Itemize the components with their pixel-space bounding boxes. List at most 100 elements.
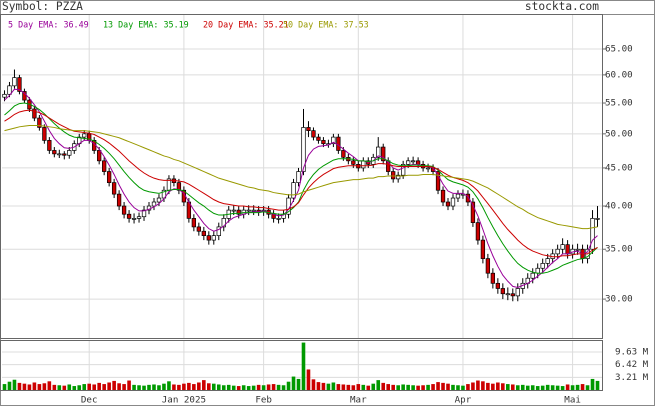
y-tick-label: 65.00 bbox=[605, 43, 633, 54]
volume-bar bbox=[241, 385, 246, 390]
volume-bar bbox=[590, 378, 595, 390]
volume-bar bbox=[506, 384, 510, 390]
volume-bar bbox=[346, 384, 351, 390]
volume-bar bbox=[216, 384, 221, 390]
candle-body bbox=[445, 201, 451, 207]
candle-body bbox=[191, 218, 197, 228]
candle-body bbox=[42, 127, 47, 141]
candle-body bbox=[505, 293, 510, 296]
candle-body bbox=[376, 146, 381, 158]
y-tick-label: 35.00 bbox=[605, 244, 633, 255]
volume-tick-label: 3.21 M bbox=[615, 372, 649, 383]
candle-body bbox=[485, 258, 491, 274]
volume-bar bbox=[276, 384, 281, 390]
candle-body bbox=[440, 189, 446, 203]
candle-body bbox=[32, 108, 37, 119]
volume-bar bbox=[466, 384, 470, 390]
candle-body bbox=[211, 235, 216, 241]
y-tick-label: 45.00 bbox=[605, 162, 633, 173]
candle-body bbox=[121, 205, 127, 215]
volume-bar bbox=[256, 384, 261, 390]
candle-body bbox=[351, 160, 356, 165]
candle-body bbox=[276, 218, 281, 220]
volume-bar bbox=[540, 385, 545, 390]
candle-body bbox=[361, 160, 366, 169]
x-tick-label: Jan 2025 bbox=[162, 395, 206, 406]
volume-bar bbox=[316, 382, 321, 390]
volume-tick-label: 9.63 M bbox=[615, 346, 649, 357]
volume-bar bbox=[311, 379, 316, 390]
volume-bar bbox=[17, 382, 22, 390]
volume-bar bbox=[570, 385, 575, 390]
volume-bar bbox=[585, 385, 590, 390]
volume-bar bbox=[391, 384, 395, 390]
volume-bar bbox=[32, 382, 37, 390]
volume-bar bbox=[491, 383, 495, 390]
volume-bar bbox=[575, 384, 580, 390]
ema-line bbox=[4, 125, 598, 230]
x-tick-label: Mai bbox=[564, 395, 581, 406]
y-tick-label: 50.00 bbox=[605, 128, 633, 139]
volume-bar bbox=[376, 380, 381, 390]
candle-body bbox=[47, 140, 52, 151]
ema-line bbox=[4, 88, 598, 288]
volume-bar bbox=[441, 382, 445, 390]
legend-entry: 50 Day EMA: 37.53 bbox=[283, 20, 369, 30]
volume-panel bbox=[0, 340, 603, 391]
candle-body bbox=[7, 85, 12, 95]
volume-bar bbox=[107, 382, 111, 390]
volume-bar bbox=[520, 384, 525, 390]
volume-bar bbox=[416, 385, 420, 390]
candle-body bbox=[495, 282, 500, 289]
volume-bar bbox=[236, 386, 241, 390]
volume-bar bbox=[27, 384, 32, 390]
candle-body bbox=[136, 216, 142, 219]
candle-body bbox=[510, 293, 515, 297]
volume-bar bbox=[231, 385, 236, 390]
candle-body bbox=[57, 153, 62, 156]
volume-bar bbox=[306, 369, 311, 390]
ema-line bbox=[4, 109, 598, 258]
volume-bar bbox=[426, 384, 430, 390]
volume-bar bbox=[246, 386, 251, 390]
candle-body bbox=[311, 130, 316, 138]
candle-body bbox=[97, 150, 102, 162]
volume-bar bbox=[147, 384, 151, 390]
volume-bar bbox=[515, 385, 520, 390]
candle-body bbox=[475, 222, 481, 241]
volume-bar bbox=[481, 381, 485, 390]
volume-bar bbox=[595, 380, 600, 390]
candle-body bbox=[405, 160, 411, 165]
ema-line bbox=[4, 102, 598, 274]
y-tick-label: 40.00 bbox=[605, 201, 633, 212]
candle-body bbox=[231, 209, 236, 212]
volume-bar bbox=[52, 384, 57, 390]
volume-bar bbox=[142, 385, 146, 390]
candle-body bbox=[12, 77, 17, 87]
candle-body bbox=[62, 153, 67, 156]
volume-bar bbox=[117, 383, 121, 390]
candle-body bbox=[82, 133, 87, 138]
volume-bar bbox=[401, 384, 405, 390]
volume-bar bbox=[381, 382, 386, 390]
volume-bar bbox=[471, 382, 475, 390]
volume-tick-label: 6.42 M bbox=[615, 359, 649, 370]
volume-bar bbox=[510, 384, 515, 390]
volume-bar bbox=[37, 384, 42, 390]
candle-body bbox=[251, 209, 256, 212]
volume-bar bbox=[371, 383, 376, 390]
candle-body bbox=[216, 226, 221, 237]
plot bbox=[2, 69, 600, 390]
candle-body bbox=[545, 258, 550, 264]
volume-bar bbox=[281, 385, 286, 390]
candle-body bbox=[316, 136, 321, 141]
volume-bar bbox=[336, 384, 341, 390]
legend-entry: 5 Day EMA: 36.49 bbox=[8, 20, 89, 30]
candle-body bbox=[131, 218, 137, 220]
volume-bar bbox=[42, 383, 47, 390]
candle-body bbox=[425, 167, 431, 170]
y-tick-label: 55.00 bbox=[605, 98, 633, 109]
candle-body bbox=[52, 150, 57, 155]
